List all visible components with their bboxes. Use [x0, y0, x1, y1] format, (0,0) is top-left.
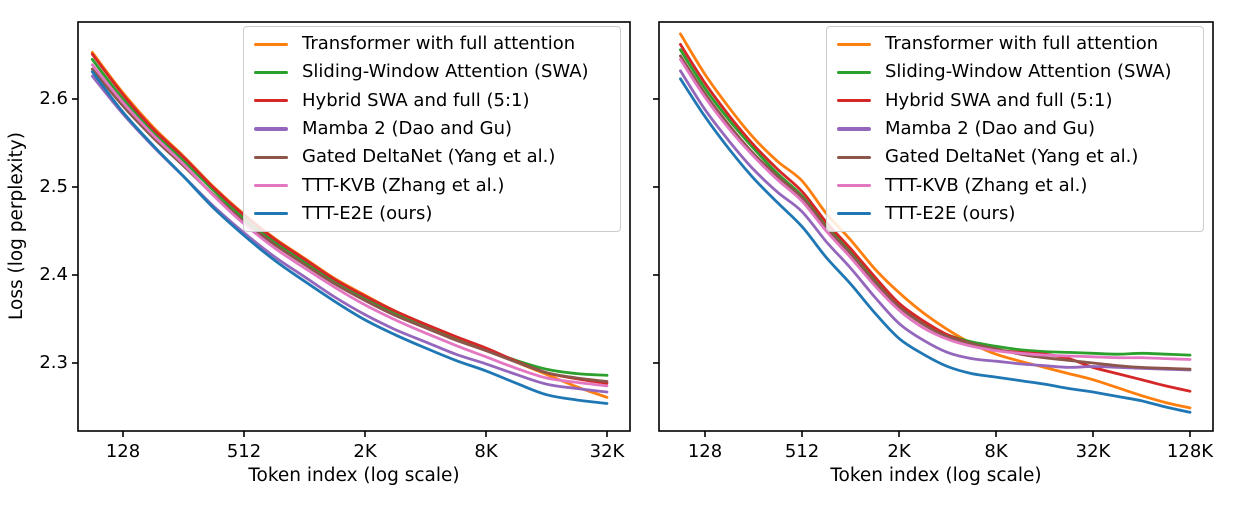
legend-line-sample-orange-icon: [837, 42, 871, 46]
legend-item: Mamba 2 (Dao and Gu): [244, 115, 620, 143]
series-line: [679, 77, 1192, 414]
x-axis-label-left: Token index (log scale): [248, 465, 460, 486]
legend-label: Hybrid SWA and full (5:1): [885, 89, 1113, 111]
legend-item: TTT-KVB (Zhang et al.): [244, 171, 620, 199]
legend-label: Mamba 2 (Dao and Gu): [885, 117, 1096, 139]
legend-line-sample-brown-icon: [837, 155, 871, 159]
legend-item: Transformer with full attention: [827, 30, 1203, 58]
legend-label: TTT-E2E (ours): [302, 202, 433, 224]
x-tick-label: 128: [687, 441, 723, 462]
x-tick-label: 2K: [353, 441, 377, 462]
legend-item: Transformer with full attention: [244, 30, 620, 58]
legend-item: TTT-E2E (ours): [827, 200, 1203, 228]
legend-line-sample-brown-icon: [254, 155, 288, 159]
series-line: [90, 70, 609, 405]
legend-item: Sliding-Window Attention (SWA): [827, 58, 1203, 86]
series-line: [679, 32, 1192, 410]
legend-item: Hybrid SWA and full (5:1): [827, 87, 1203, 115]
series-line: [679, 69, 1192, 372]
x-tick-label: 8K: [474, 441, 498, 462]
legend-right: Transformer with full attention Sliding-…: [826, 26, 1204, 232]
legend-label: TTT-KVB (Zhang et al.): [885, 174, 1088, 196]
legend-item: Mamba 2 (Dao and Gu): [827, 115, 1203, 143]
y-axis-label: Loss (log perplexity): [5, 132, 27, 320]
legend-item: Gated DeltaNet (Yang et al.): [827, 143, 1203, 171]
legend-line-sample-orange-icon: [254, 42, 288, 46]
x-tick-label: 128K: [1166, 441, 1214, 462]
legend-label: Hybrid SWA and full (5:1): [302, 89, 530, 111]
series-line: [679, 58, 1192, 361]
y-tick-label: 2.3: [39, 352, 68, 373]
legend-label: Sliding-Window Attention (SWA): [885, 61, 1172, 83]
x-tick-label: 32K: [1075, 441, 1111, 462]
legend-label: Sliding-Window Attention (SWA): [302, 61, 589, 83]
series-line: [679, 54, 1192, 371]
x-tick-label: 32K: [589, 441, 625, 462]
x-tick-label: 512: [226, 441, 262, 462]
legend-label: TTT-E2E (ours): [885, 202, 1016, 224]
y-tick-label: 2.6: [39, 88, 68, 109]
legend-item: TTT-KVB (Zhang et al.): [827, 171, 1203, 199]
legend-line-sample-pink-icon: [254, 183, 288, 188]
legend-line-sample-red-icon: [837, 99, 871, 103]
x-tick-label: 128: [105, 441, 141, 462]
legend-label: Mamba 2 (Dao and Gu): [302, 117, 513, 139]
legend-item: Gated DeltaNet (Yang et al.): [244, 143, 620, 171]
x-tick-label: 8K: [984, 441, 1008, 462]
plot-spines: [658, 21, 1214, 432]
legend-left: Transformer with full attention Sliding-…: [243, 26, 621, 232]
legend-line-sample-blue-icon: [254, 212, 288, 216]
x-tick-label: 2K: [887, 441, 911, 462]
legend-item: TTT-E2E (ours): [244, 200, 620, 228]
legend-label: Gated DeltaNet (Yang et al.): [885, 146, 1139, 168]
x-axis-label-right: Token index (log scale): [830, 465, 1042, 486]
series-line: [679, 43, 1192, 393]
legend-label: TTT-KVB (Zhang et al.): [302, 174, 505, 196]
legend-item: Sliding-Window Attention (SWA): [244, 58, 620, 86]
legend-label: Transformer with full attention: [885, 33, 1159, 55]
legend-line-sample-pink-icon: [837, 183, 871, 188]
y-tick-label: 2.5: [39, 176, 68, 197]
legend-label: Gated DeltaNet (Yang et al.): [302, 146, 556, 168]
plot-spines: [77, 21, 631, 432]
legend-item: Hybrid SWA and full (5:1): [244, 87, 620, 115]
legend-line-sample-green-icon: [254, 70, 288, 75]
x-tick-label: 512: [784, 441, 820, 462]
legend-line-sample-red-icon: [254, 99, 288, 103]
legend-line-sample-purple-icon: [254, 127, 288, 131]
legend-label: Transformer with full attention: [302, 33, 576, 55]
series-line: [90, 63, 609, 388]
legend-line-sample-blue-icon: [837, 212, 871, 216]
legend-line-sample-green-icon: [837, 70, 871, 75]
y-tick-label: 2.4: [39, 264, 68, 285]
legend-line-sample-purple-icon: [837, 127, 871, 131]
